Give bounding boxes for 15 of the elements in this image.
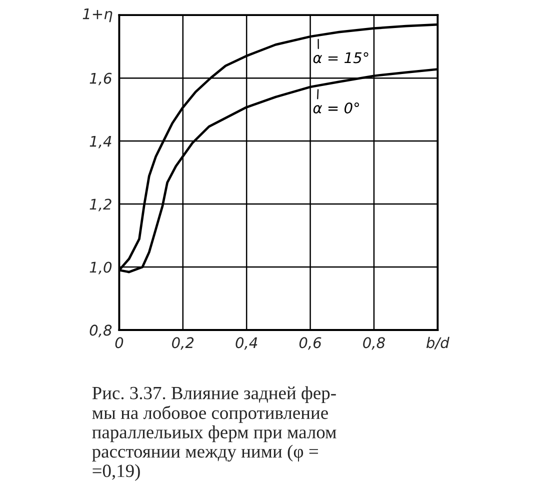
- text: Рис. 3.37. Влияние задней фер- мы на лобовое сопротивление параллельиых ферм при малом расстоянии между ними (φ = =0,19): [92, 386, 336, 481]
- legend-label: α = 0°: [313, 102, 359, 114]
- y-axis-title: 1+η: [82, 8, 112, 22]
- y-tick-label: 1,0: [90, 262, 112, 274]
- x-tick-label: 0,2: [172, 337, 194, 350]
- y-tick-label: 1,2: [90, 198, 112, 212]
- x-tick-label: 0,4: [236, 337, 258, 350]
- legend-label: α = 15°: [313, 52, 368, 64]
- x-axis-title: b/d: [426, 336, 450, 350]
- y-tick-label: 1,6: [90, 72, 112, 86]
- x-tick-label: 0,8: [363, 337, 385, 350]
- y-tick-label: 0,8: [90, 324, 112, 338]
- x-tick-label: 0: [115, 337, 124, 348]
- y-tick-label: 1,4: [90, 136, 112, 148]
- x-tick-label: 0,6: [299, 337, 322, 350]
